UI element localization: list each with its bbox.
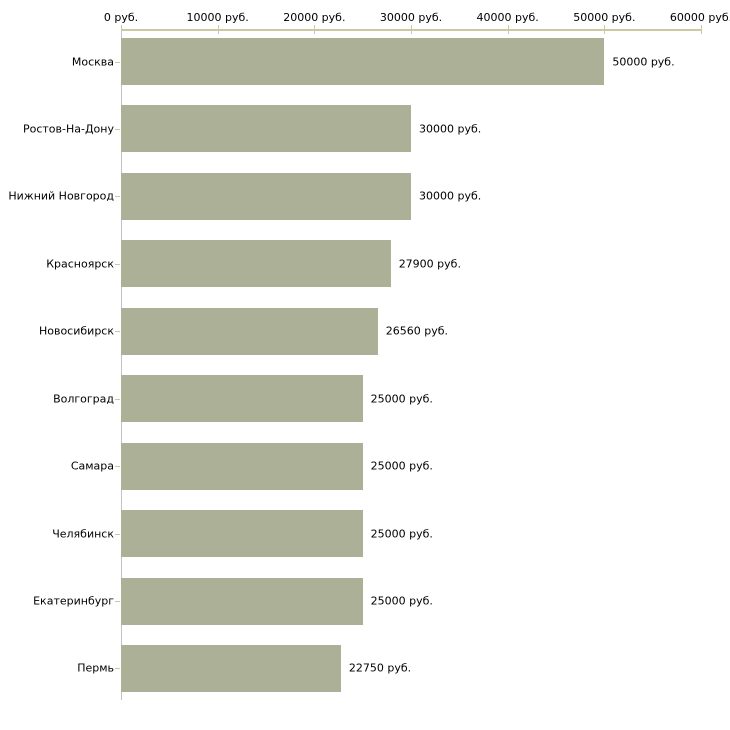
- x-axis-tick: [604, 25, 606, 34]
- y-axis-line: [121, 30, 122, 700]
- y-axis-tick: [115, 331, 120, 333]
- x-axis-tick-label: 30000 руб.: [379, 11, 443, 24]
- value-label: 50000 руб.: [612, 55, 675, 68]
- bar: [121, 105, 411, 153]
- x-axis-tick-label: 50000 руб.: [573, 11, 636, 24]
- value-label: 25000 руб.: [370, 459, 433, 473]
- x-axis-tick-label: 60000 руб.: [669, 11, 730, 24]
- category-label: Волгоград: [53, 392, 114, 406]
- y-axis-tick: [115, 128, 120, 130]
- y-axis-tick: [115, 196, 120, 198]
- y-axis-tick: [115, 263, 120, 265]
- category-label: Самара: [70, 459, 114, 473]
- value-label: 27900 руб.: [398, 257, 461, 271]
- x-axis-tick: [411, 25, 412, 34]
- bar: [121, 307, 378, 355]
- x-axis-tick: [217, 25, 219, 34]
- value-label: 25000 руб.: [370, 392, 433, 406]
- category-label: Екатеринбург: [33, 594, 114, 608]
- value-label: 30000 руб.: [419, 189, 482, 203]
- y-axis-tick: [115, 601, 120, 603]
- value-label: 25000 руб.: [370, 594, 433, 608]
- category-label: Нижний Новгород: [8, 189, 114, 203]
- category-label: Красноярск: [46, 257, 114, 271]
- x-axis-tick: [701, 25, 702, 34]
- category-label: Новосибирск: [38, 324, 114, 338]
- x-axis-tick: [121, 25, 122, 34]
- bar: [121, 442, 363, 490]
- category-label: Пермь: [77, 661, 114, 675]
- x-axis-tick: [507, 25, 509, 34]
- x-axis-tick-label: 10000 руб.: [186, 11, 249, 24]
- y-axis-tick: [115, 398, 120, 400]
- category-label: Ростов-На-Дону: [22, 122, 114, 136]
- y-axis-tick: [115, 466, 120, 468]
- bar: [121, 375, 363, 423]
- x-axis-tick-label: 0 руб.: [103, 11, 139, 24]
- y-axis-tick: [115, 668, 120, 670]
- bar: [121, 577, 363, 625]
- x-axis-tick-label: 20000 руб.: [283, 11, 346, 24]
- bar: [121, 644, 341, 692]
- value-label: 26560 руб.: [385, 324, 448, 338]
- x-axis-tick: [314, 25, 316, 34]
- value-label: 25000 руб.: [370, 527, 433, 541]
- bar: [121, 510, 363, 558]
- category-label: Москва: [71, 55, 114, 68]
- y-axis-tick: [115, 61, 120, 63]
- bar: [121, 38, 605, 85]
- x-axis-tick-label: 40000 руб.: [476, 11, 539, 24]
- bar: [121, 240, 391, 288]
- y-axis-tick: [115, 533, 120, 535]
- bar: [121, 172, 411, 220]
- category-label: Челябинск: [52, 527, 114, 541]
- value-label: 30000 руб.: [419, 122, 482, 136]
- value-label: 22750 руб.: [348, 661, 412, 675]
